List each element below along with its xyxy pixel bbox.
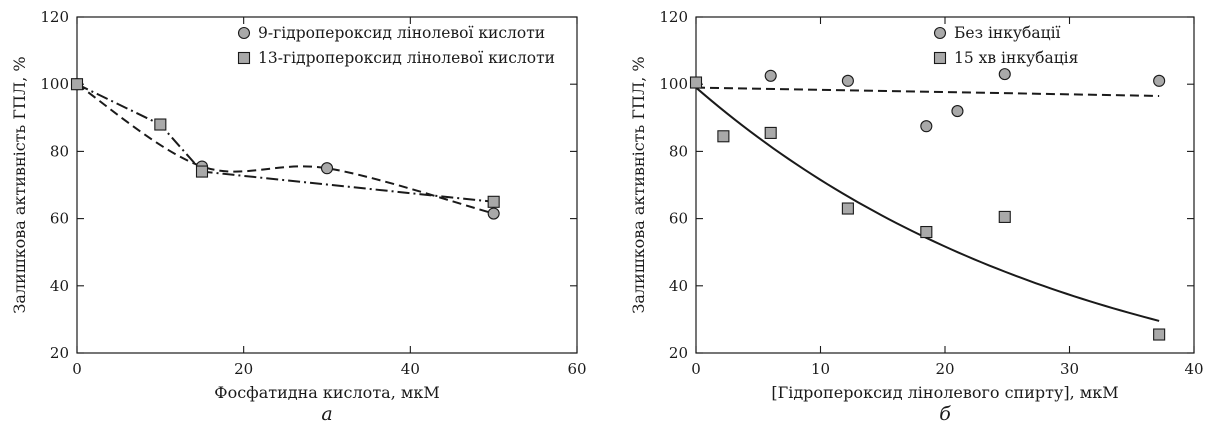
x-tick-label: 0 — [72, 360, 82, 378]
y-tick-label: 80 — [669, 142, 688, 160]
y-tick-label: 60 — [50, 210, 69, 228]
fit-line-2 — [695, 86, 1160, 322]
data-point-circle — [1153, 74, 1166, 87]
x-tick-label: 40 — [1184, 360, 1203, 378]
data-point-circle — [487, 207, 500, 220]
x-tick-label: 10 — [811, 360, 830, 378]
y-tick-label: 20 — [50, 344, 69, 362]
fit-line-1 — [695, 86, 1160, 97]
data-point-square — [487, 195, 500, 208]
series-line-1 — [76, 83, 494, 215]
y-axis-label: Залишкова активність ГПЛ, % — [10, 56, 29, 313]
y-tick-label: 100 — [659, 75, 688, 93]
panel-label: б — [939, 403, 951, 425]
data-point-square — [717, 130, 730, 143]
panel-label: а — [321, 403, 332, 425]
y-tick-label: 40 — [669, 277, 688, 295]
legend-marker-circle — [237, 26, 251, 40]
x-axis-label: Фосфатидна кислота, мкМ — [214, 383, 439, 402]
legend: Без інкубації 15 хв інкубація — [933, 24, 1078, 67]
data-point-circle — [841, 74, 854, 87]
data-point-square — [841, 202, 854, 215]
data-point-square — [195, 165, 209, 178]
y-tick-label: 120 — [659, 8, 688, 26]
y-tick-label: 60 — [669, 210, 688, 228]
data-point-circle — [764, 69, 777, 82]
plot-frame — [76, 16, 578, 354]
x-axis-label: [Гідропероксид лінолевого спирту], мкМ — [771, 383, 1118, 402]
data-point-square — [689, 76, 703, 89]
data-point-circle — [998, 68, 1011, 81]
legend-marker-square — [237, 51, 251, 65]
y-tick-label: 100 — [40, 75, 69, 93]
legend-label: 13-гідропероксид лінолевої кислоти — [258, 49, 555, 67]
data-point-square — [920, 225, 933, 239]
legend-label: 15 хв інкубація — [954, 49, 1078, 67]
x-tick-label: 60 — [567, 360, 586, 378]
x-tick-label: 20 — [234, 360, 253, 378]
data-point-square — [1153, 328, 1166, 341]
x-tick-label: 40 — [401, 360, 420, 378]
y-tick-label: 20 — [669, 344, 688, 362]
data-point-square — [70, 78, 84, 91]
y-axis-label: Залишкова активність ГПЛ, % — [629, 56, 648, 313]
x-tick-label: 30 — [1060, 360, 1079, 378]
data-point-circle — [320, 162, 334, 175]
legend-label: 9-гідропероксид лінолевої кислоти — [258, 24, 545, 42]
data-point-circle — [951, 105, 964, 118]
data-point-square — [998, 210, 1011, 223]
x-tick-label: 20 — [935, 360, 954, 378]
data-point-square — [154, 118, 167, 131]
y-tick-label: 80 — [50, 142, 69, 160]
x-tick-label: 0 — [691, 360, 701, 378]
legend-marker-circle — [933, 26, 947, 40]
plot-frame — [695, 16, 1195, 354]
legend-marker-square — [933, 51, 947, 65]
data-point-square — [764, 126, 777, 139]
legend-label: Без інкубації — [954, 24, 1061, 42]
data-point-circle — [920, 120, 933, 133]
y-tick-label: 120 — [40, 8, 69, 26]
legend: 9-гідропероксид лінолевої кислоти 13-гідр… — [237, 24, 555, 67]
y-tick-label: 40 — [50, 277, 69, 295]
series-line-2 — [76, 83, 494, 203]
chart-panel-2: 20 40 60 80 100 120 0 10 20 30 40 [Гідропероксид лі… — [629, 8, 1204, 425]
